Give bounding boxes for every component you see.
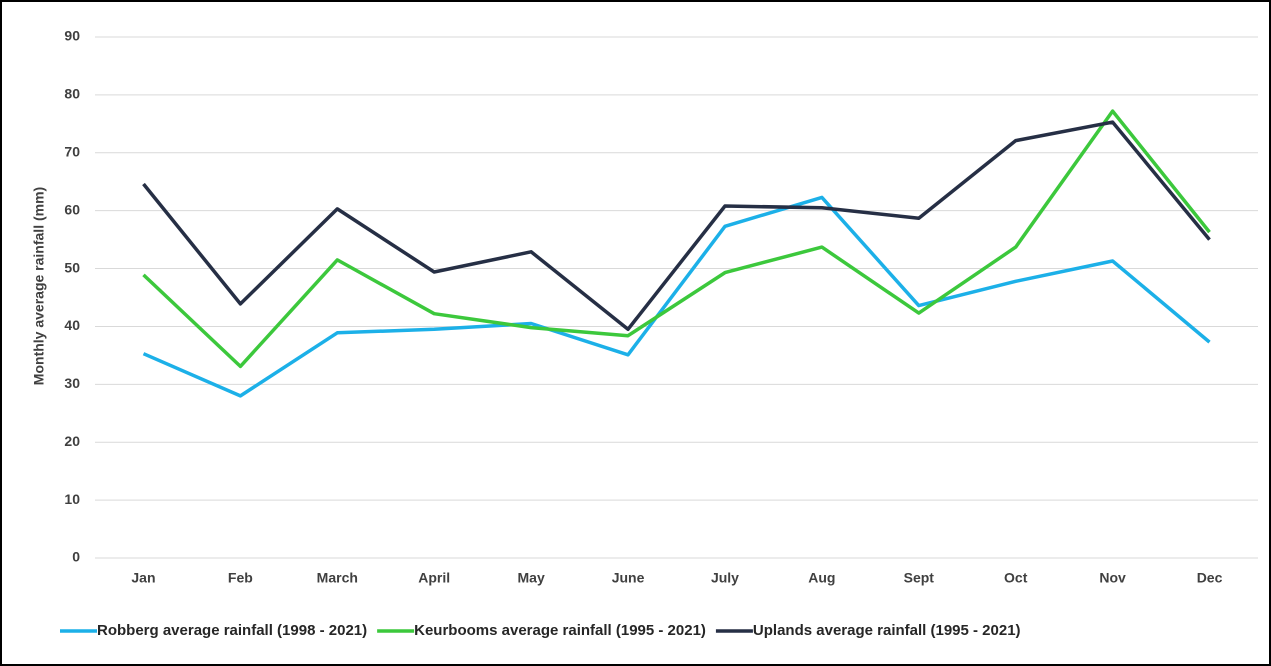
- x-tick-label: Jan: [131, 570, 155, 586]
- y-axis-label: Monthly average rainfall (mm): [31, 187, 47, 385]
- series-line: [142, 195, 1211, 398]
- y-tick-label: 0: [72, 549, 80, 565]
- series-line: [142, 109, 1211, 369]
- x-tick-label: Feb: [228, 570, 253, 586]
- y-tick-label: 30: [64, 375, 80, 391]
- y-tick-label: 10: [64, 491, 80, 507]
- y-tick-label: 70: [64, 143, 80, 159]
- y-tick-label: 60: [64, 201, 80, 217]
- x-tick-label: Sept: [904, 570, 935, 586]
- legend-label: Uplands average rainfall (1995 - 2021): [753, 622, 1021, 639]
- x-tick-label: June: [612, 570, 645, 586]
- x-tick-label: March: [317, 570, 358, 586]
- y-tick-label: 40: [64, 317, 80, 333]
- y-tick-label: 20: [64, 433, 80, 449]
- x-tick-label: Oct: [1004, 570, 1028, 586]
- x-tick-label: April: [418, 570, 450, 586]
- y-tick-label: 90: [64, 28, 80, 44]
- series-line: [142, 120, 1211, 332]
- legend-label: Keurbooms average rainfall (1995 - 2021): [414, 622, 706, 639]
- legend-label: Robberg average rainfall (1998 - 2021): [97, 622, 367, 639]
- x-tick-label: May: [518, 570, 545, 586]
- y-tick-label: 50: [64, 259, 80, 275]
- x-tick-label: July: [711, 570, 739, 586]
- x-tick-label: Dec: [1197, 570, 1223, 586]
- y-tick-label: 80: [64, 86, 80, 102]
- x-tick-label: Aug: [808, 570, 835, 586]
- x-tick-label: Nov: [1099, 570, 1126, 586]
